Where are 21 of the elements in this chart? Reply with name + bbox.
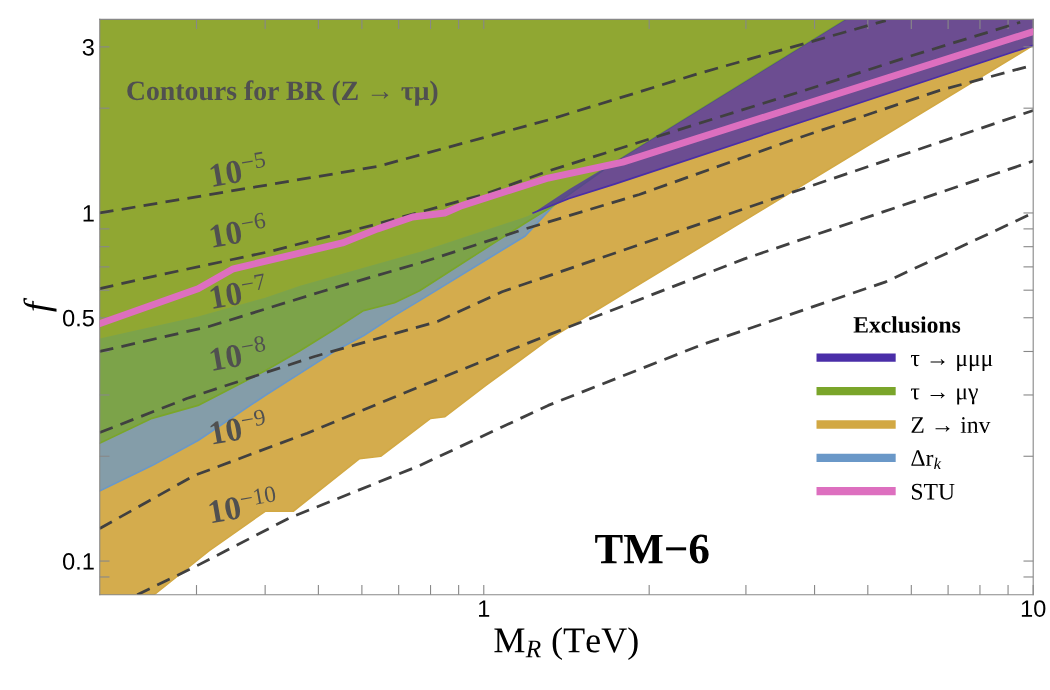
annotation: Contours for BR (Z → τμ) [127,80,438,106]
y-tick-label: 3 [82,38,94,56]
annotation: 10$^{−5}$ [209,151,268,188]
annotation: 10$^{−8}$ [209,335,268,372]
legend-label: Δr$_{k}$ [911,450,942,470]
annotation: 10$^{−9}$ [209,409,268,445]
y-tick-label: 0.5 [62,309,94,327]
annotation: TM−6 [595,534,709,564]
x-tick-label: 10 [1021,600,1046,617]
y-tick-label: 1 [83,205,94,222]
annotation: 10$^{−7}$ [209,273,268,310]
annotation: 10$^{−10}$ [207,485,279,524]
annotation: 10$^{−6}$ [209,212,268,248]
legend-label: Z → inv [911,417,991,433]
legend-label: STU [911,483,955,500]
x-axis-title: M$_{R}$ (TeV) [494,627,638,660]
y-tick-label: 0.1 [62,553,94,570]
legend-title: Exclusions [853,316,961,333]
legend-label: τ → μγ [910,388,978,405]
legend-label: τ → μμμ [910,355,993,372]
y-axis-title: f [23,297,57,312]
